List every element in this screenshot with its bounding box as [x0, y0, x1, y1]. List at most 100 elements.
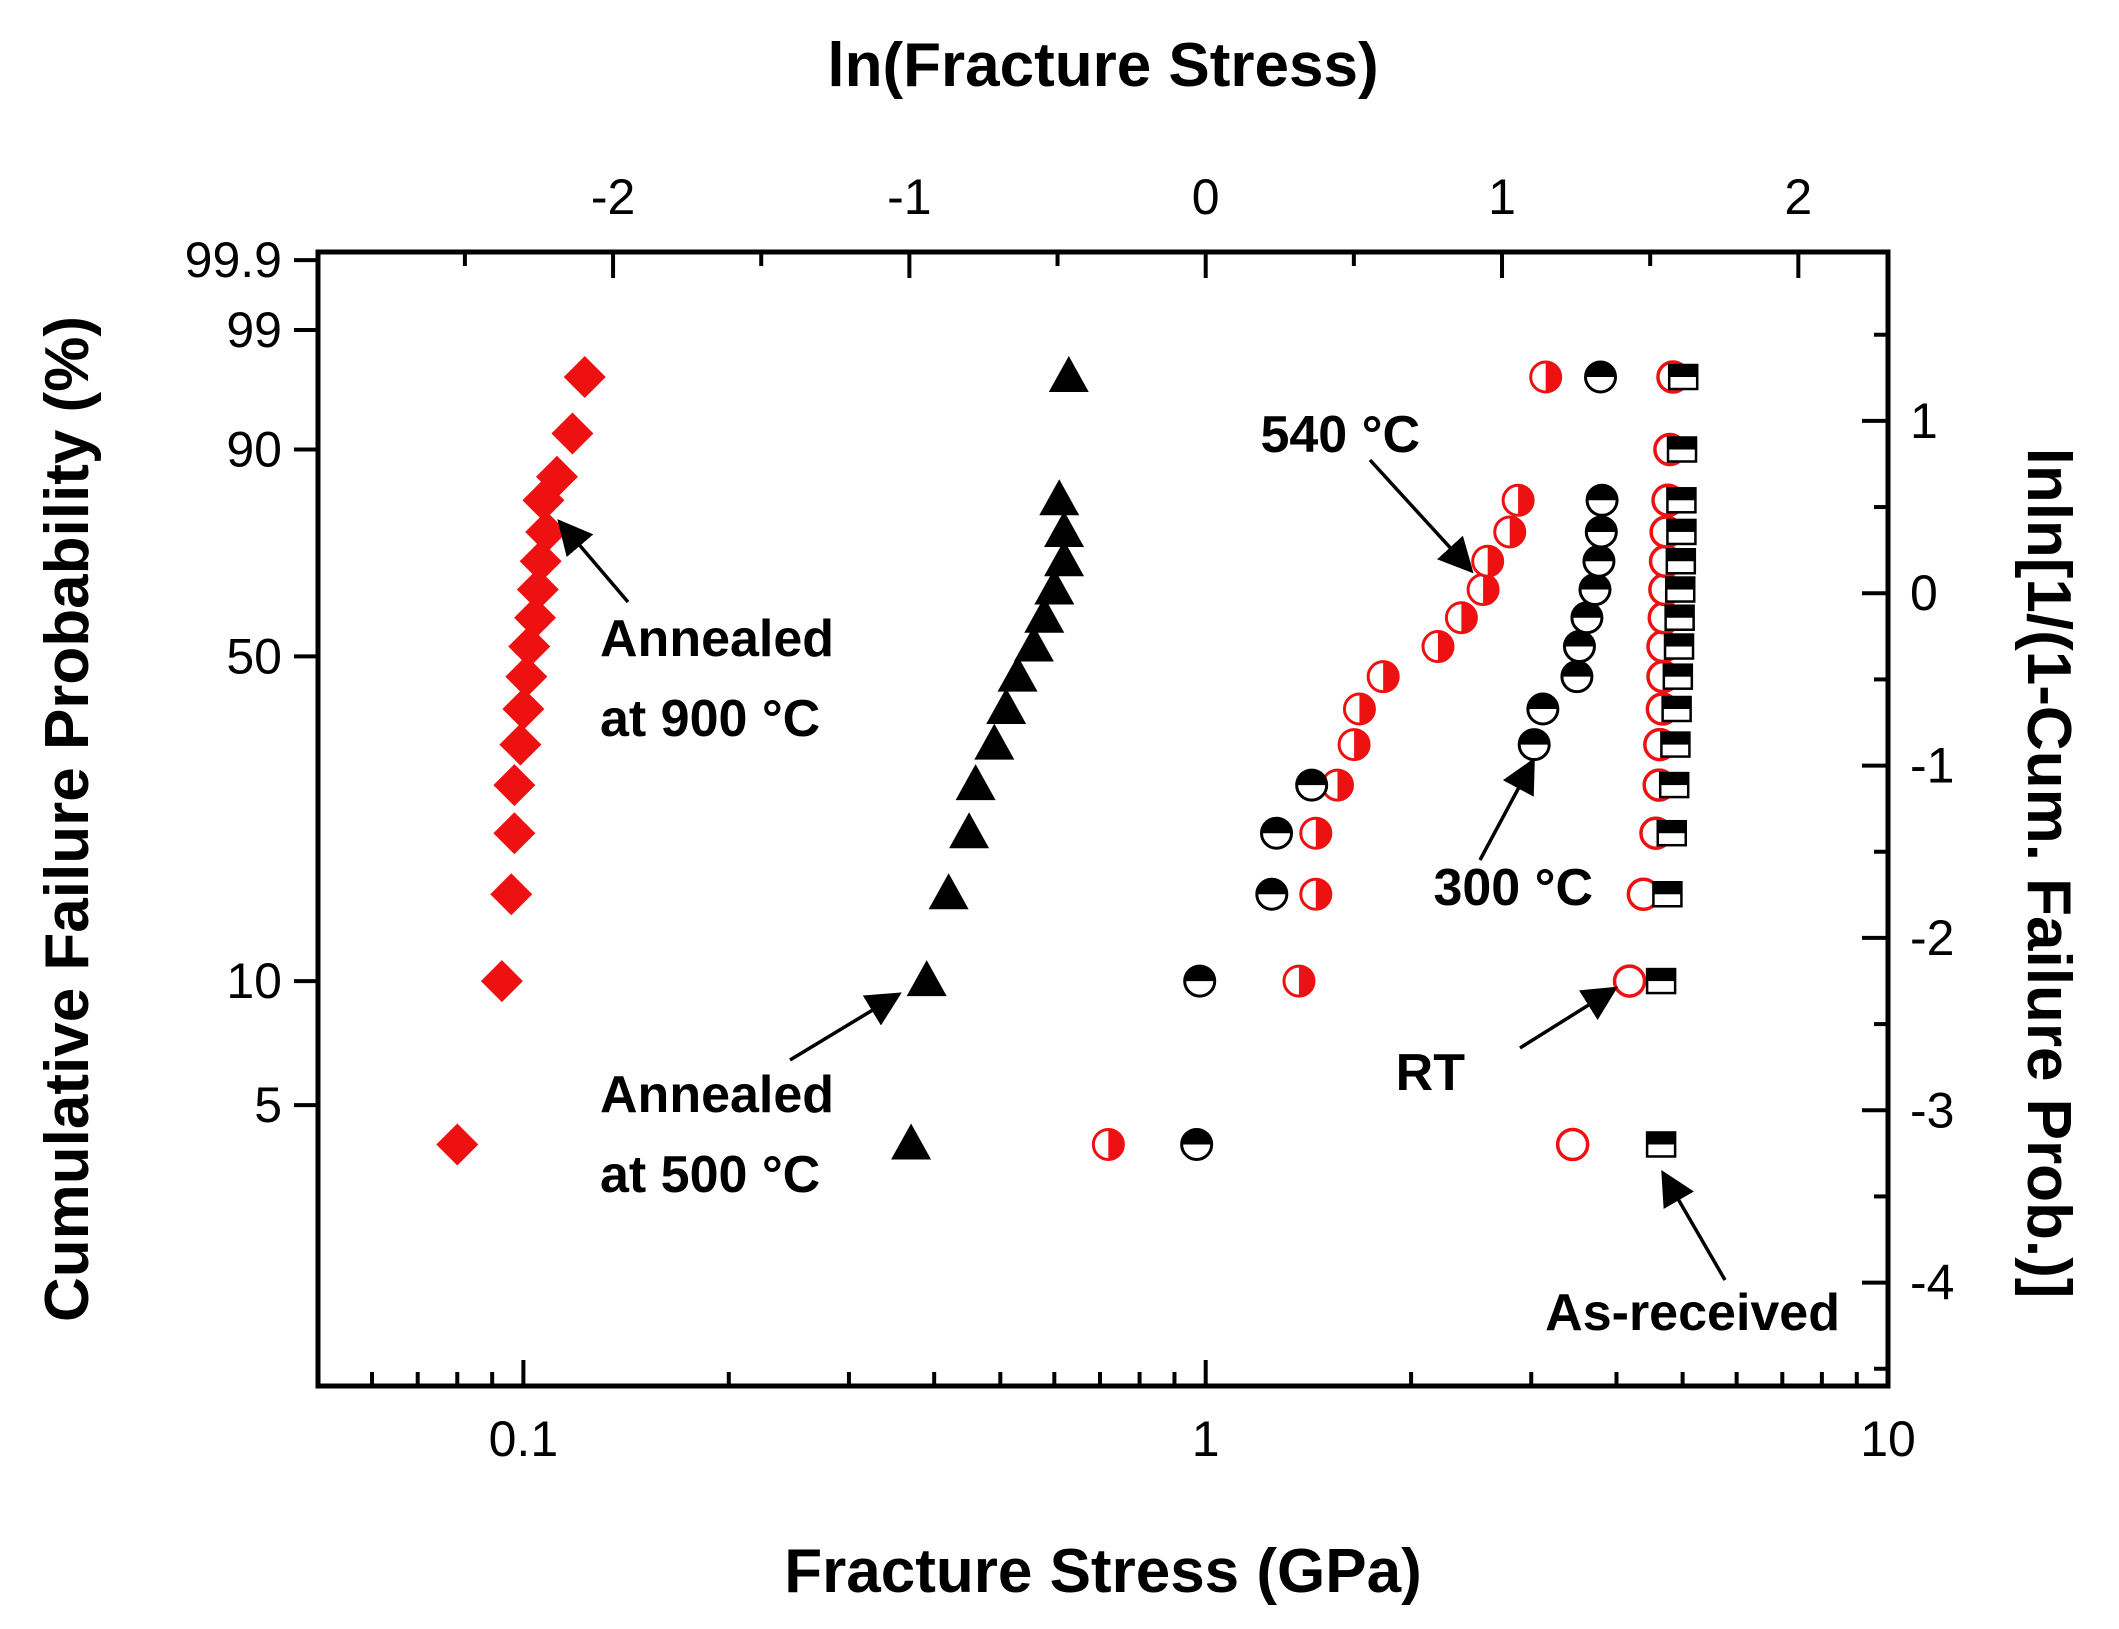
point-as-received: [1661, 695, 1692, 723]
point-300-c: [1584, 515, 1618, 549]
y2-axis-title: lnln[1/(1-Cum. Failure Prob.)]: [2014, 448, 2083, 1299]
annotation-label: 540 °C: [1260, 406, 1420, 464]
annotation-arrow: [557, 519, 630, 604]
point-as-received: [1645, 967, 1677, 995]
point-540-c: [1466, 573, 1500, 607]
point-annealed-at-500-c: [1048, 356, 1089, 393]
point-as-received: [1656, 819, 1687, 847]
point-as-received: [1652, 881, 1683, 908]
x2-tick-label: 1: [1488, 169, 1516, 225]
point-annealed-at-900-c: [436, 1123, 479, 1166]
annotation-arrow: [789, 992, 902, 1062]
point-annealed-at-900-c: [514, 596, 557, 639]
point-540-c: [1366, 660, 1400, 694]
x2-axis-title: ln(Fracture Stress): [827, 31, 1378, 100]
y2-tick-label: 0: [1910, 565, 1938, 621]
point-annealed-at-500-c: [1024, 596, 1065, 633]
annotation-arrow: [1661, 1169, 1727, 1281]
y-tick-label: 90: [226, 421, 282, 477]
point-annealed-at-900-c: [490, 873, 533, 916]
x2-tick-label: -1: [887, 169, 931, 225]
point-540-c: [1342, 692, 1376, 726]
point-as-received: [1666, 487, 1697, 514]
point-300-c: [1584, 360, 1618, 394]
y-tick-label: 99: [226, 302, 282, 358]
x-tick-label: 0.1: [489, 1411, 559, 1467]
point-annealed-at-500-c: [1044, 510, 1085, 547]
point-as-received: [1666, 436, 1698, 463]
point-annealed-at-900-c: [493, 812, 536, 855]
x2-tick-label: 0: [1192, 169, 1220, 225]
point-as-received: [1660, 731, 1691, 758]
point-annealed-at-500-c: [1044, 540, 1085, 577]
point-annealed-at-500-c: [906, 960, 947, 997]
point-annealed-at-900-c: [493, 764, 536, 807]
point-annealed-at-500-c: [1034, 568, 1075, 605]
point-300-c: [1260, 816, 1294, 850]
point-300-c: [1526, 692, 1560, 726]
y-tick-label: 99.9: [185, 232, 282, 288]
point-annealed-at-500-c: [1013, 625, 1054, 662]
point-300-c: [1582, 544, 1616, 578]
point-as-received: [1665, 547, 1697, 575]
point-annealed-at-900-c: [480, 960, 523, 1003]
annotation-label: As-received: [1545, 1284, 1840, 1342]
point-annealed-at-900-c: [502, 687, 545, 730]
point-annealed-at-500-c: [1039, 479, 1080, 516]
y-axis-title: Cumulative Failure Probability (%): [33, 316, 102, 1322]
point-540-c: [1493, 515, 1527, 549]
annotation-label: Annealed: [600, 610, 834, 668]
point-300-c: [1517, 728, 1551, 762]
point-540-c: [1282, 964, 1316, 998]
point-annealed-at-900-c: [516, 568, 559, 611]
point-annealed-at-900-c: [499, 723, 542, 766]
point-rt: [1612, 964, 1647, 998]
point-annealed-at-500-c: [891, 1123, 932, 1160]
annotation-arrow: [1478, 757, 1535, 861]
point-annealed-at-900-c: [535, 455, 578, 498]
point-annealed-at-900-c: [519, 540, 562, 583]
point-540-c: [1471, 544, 1505, 578]
point-300-c: [1578, 573, 1612, 607]
x-tick-label: 1: [1192, 1411, 1220, 1467]
data-points: [436, 356, 1699, 1166]
point-annealed-at-500-c: [986, 687, 1027, 724]
y2-tick-label: -2: [1910, 910, 1954, 966]
annotation-label: 300 °C: [1433, 859, 1593, 917]
x2-tick-label: 2: [1784, 169, 1812, 225]
point-540-c: [1337, 728, 1371, 762]
annotation-arrow: [1368, 458, 1474, 574]
x-tick-label: 10: [1860, 1411, 1916, 1467]
y-tick-label: 10: [226, 953, 282, 1009]
point-as-received: [1667, 363, 1699, 391]
point-as-received: [1664, 604, 1695, 631]
tick-labels: 0.1 1 10 -2 -1 0 1 2 5 10 50 90 99 99.9 -4 -3 -2 -1 0 1: [185, 169, 1955, 1467]
point-540-c: [1299, 816, 1333, 850]
y-tick-label: 5: [254, 1077, 282, 1133]
annotations: Annealed at 900 °C Annealed at 500 °C 540 °C…: [557, 406, 1840, 1342]
point-540-c: [1444, 601, 1478, 635]
point-300-c: [1570, 601, 1604, 635]
y2-tick-label: -1: [1910, 738, 1954, 794]
point-540-c: [1529, 360, 1563, 394]
point-as-received: [1662, 663, 1694, 690]
point-annealed-at-500-c: [997, 655, 1038, 692]
annotation-arrow: [1519, 986, 1618, 1050]
point-annealed-at-500-c: [949, 812, 990, 849]
annotation-label: at 900 °C: [600, 690, 820, 748]
x-axis-title: Fracture Stress (GPa): [784, 1537, 1421, 1606]
point-300-c: [1560, 660, 1594, 694]
point-as-received: [1645, 1131, 1677, 1158]
point-annealed-at-500-c: [974, 723, 1015, 760]
point-annealed-at-900-c: [551, 412, 594, 455]
y-tick-label: 50: [226, 628, 282, 684]
point-rt: [1555, 1127, 1590, 1162]
point-as-received: [1663, 633, 1695, 660]
point-540-c: [1299, 877, 1333, 911]
point-300-c: [1255, 877, 1289, 911]
point-annealed-at-900-c: [505, 655, 548, 698]
annotation-label: RT: [1396, 1044, 1466, 1102]
tick-marks: [294, 252, 1890, 1386]
annotation-label: at 500 °C: [600, 1146, 820, 1204]
point-540-c: [1501, 483, 1535, 517]
